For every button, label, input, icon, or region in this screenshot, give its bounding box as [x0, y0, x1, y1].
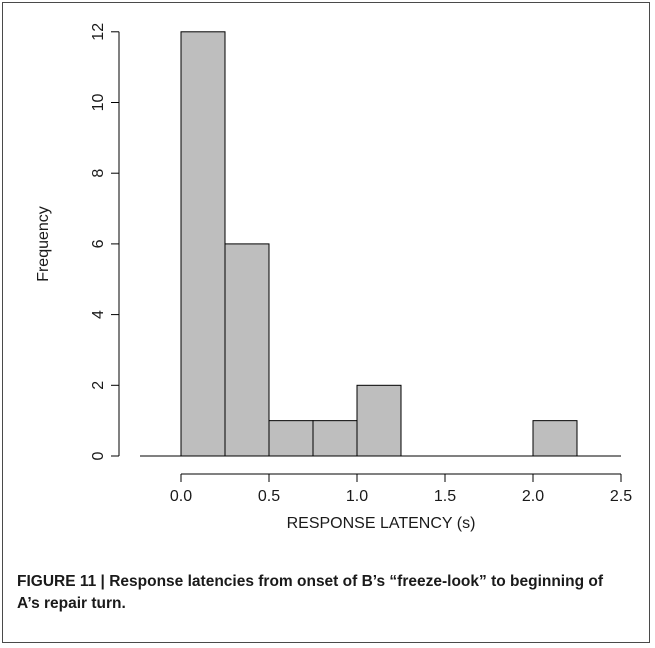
y-tick-label: 2: [90, 381, 107, 390]
x-tick-label: 1.0: [346, 488, 368, 505]
x-tick-label: 2.5: [610, 488, 632, 505]
x-axis-label: RESPONSE LATENCY (s): [287, 515, 476, 532]
figure-caption-label: FIGURE 11 |: [17, 573, 105, 590]
x-tick-label: 0.0: [170, 488, 192, 505]
histogram-bar: [356, 384, 402, 457]
y-tick-label: 4: [90, 310, 107, 319]
y-tick-label: 10: [90, 94, 107, 112]
histogram-chart: 0.0 0.5 1.0 1.5 2.0 2.5 0 2 4 6 8 10 12 RESPONSE LA…: [35, 23, 632, 532]
histogram-bar: [268, 420, 314, 457]
y-axis-label: Frequency: [35, 206, 52, 282]
figure-caption-text: Response latencies from onset of B’s “fr…: [17, 573, 603, 612]
y-axis-ticks: 0 2 4 6 8 10 12: [90, 23, 119, 460]
x-axis-ticks: 0.0 0.5 1.0 1.5 2.0 2.5: [170, 474, 632, 505]
x-tick-label: 1.5: [434, 488, 456, 505]
figure-frame: [2, 2, 650, 643]
y-tick-label: 12: [90, 23, 107, 41]
x-tick-label: 2.0: [522, 488, 544, 505]
y-tick-label: 6: [90, 239, 107, 248]
y-tick-label: 8: [90, 169, 107, 178]
histogram-bar: [312, 420, 358, 457]
figure-caption: FIGURE 11 | Response latencies from onse…: [17, 571, 627, 615]
histogram-bar: [532, 420, 578, 457]
histogram-bars: [140, 31, 621, 457]
x-tick-label: 0.5: [258, 488, 280, 505]
histogram-bar: [180, 31, 226, 457]
y-tick-label: 0: [90, 451, 107, 460]
histogram-bar: [224, 243, 270, 457]
